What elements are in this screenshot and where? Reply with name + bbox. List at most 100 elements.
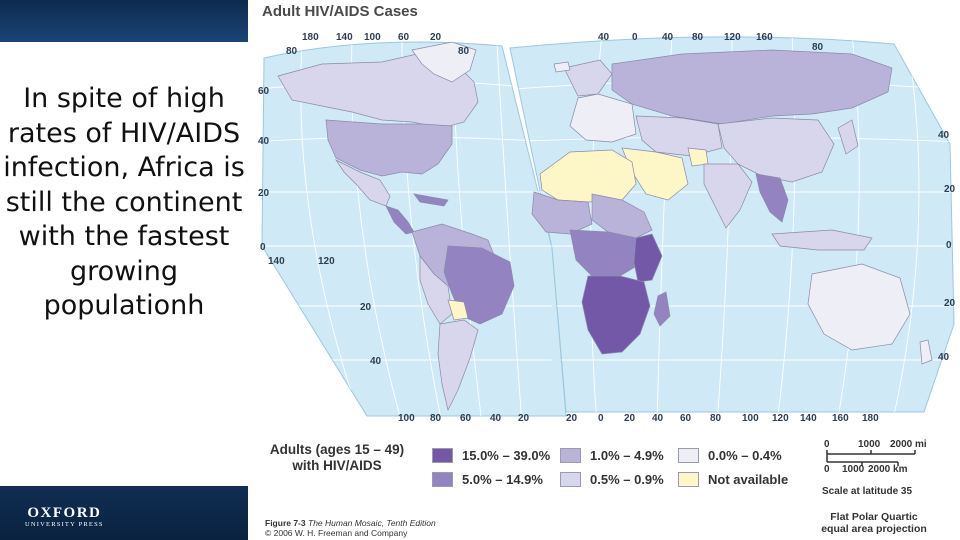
tick-label: 140 bbox=[800, 413, 817, 424]
legend-item: 0.5% – 0.9% bbox=[560, 472, 664, 487]
bolivia bbox=[447, 299, 469, 321]
tick-label: 80 bbox=[812, 42, 824, 53]
argentina-chile bbox=[437, 319, 479, 412]
bottom-banner bbox=[0, 486, 248, 540]
tick-label: 20 bbox=[944, 298, 956, 309]
tick-label: 20 bbox=[360, 302, 372, 313]
tick-label: 100 bbox=[742, 413, 759, 424]
tick-label: 20 bbox=[430, 32, 442, 43]
tick-label: 40 bbox=[258, 136, 270, 147]
scale-bar-graphic bbox=[826, 450, 916, 466]
world-map: 180 140 100 60 20 40 0 40 80 120 160 100… bbox=[258, 32, 956, 424]
tick-label: 120 bbox=[724, 32, 741, 43]
europe bbox=[569, 93, 637, 143]
legend-item: 15.0% – 39.0% bbox=[432, 448, 550, 463]
tick-label: 60 bbox=[398, 32, 410, 43]
tick-label: 140 bbox=[268, 256, 285, 267]
legend-swatch bbox=[678, 448, 699, 463]
japan-korea bbox=[837, 119, 859, 155]
tick-label: 40 bbox=[938, 352, 950, 363]
usa bbox=[325, 119, 453, 177]
bottom-axis-labels: 100 80 60 40 20 20 0 20 40 60 80 100 120… bbox=[398, 413, 879, 424]
legend-item: Not available bbox=[678, 472, 788, 487]
tick-label: 40 bbox=[652, 413, 664, 424]
tick-label: 40 bbox=[370, 356, 382, 367]
tick-label: 40 bbox=[490, 413, 502, 424]
tick-label: 180 bbox=[302, 32, 319, 43]
tick-label: 100 bbox=[398, 413, 415, 424]
eastern-landmasses bbox=[531, 49, 933, 365]
iceland bbox=[553, 61, 571, 73]
legend-item: 0.0% – 0.4% bbox=[678, 448, 782, 463]
greenland bbox=[411, 41, 477, 83]
scale-note: Scale at latitude 35 bbox=[822, 486, 913, 497]
oxford-logo: OXFORD UNIVERSITY PRESS bbox=[25, 505, 104, 528]
scale-mi-end: 2000 mi bbox=[890, 439, 927, 450]
legend-label: 1.0% – 4.9% bbox=[590, 448, 664, 463]
tick-label: 100 bbox=[364, 32, 381, 43]
tick-label: 0 bbox=[632, 32, 638, 43]
sudan-horn bbox=[591, 193, 653, 239]
scale-km-end: 2000 km bbox=[868, 464, 908, 475]
tick-label: 80 bbox=[692, 32, 704, 43]
legend-swatch bbox=[678, 472, 699, 487]
left-axis-labels: 80 60 40 20 0 140 120 bbox=[258, 46, 335, 267]
projection-label: Flat Polar Quartic equal area projection bbox=[821, 511, 927, 535]
tick-label: 160 bbox=[756, 32, 773, 43]
tick-label: 60 bbox=[460, 413, 472, 424]
legend-item: 1.0% – 4.9% bbox=[560, 448, 664, 463]
southeast-asia bbox=[755, 173, 789, 223]
india bbox=[703, 163, 753, 229]
map-scale: 0 1000 2000 mi 0 1000 2000 km Scale at l… bbox=[822, 439, 932, 497]
tick-label: 20 bbox=[518, 413, 530, 424]
scandinavia bbox=[563, 59, 613, 97]
tick-label: 80 bbox=[710, 413, 722, 424]
tick-label: 40 bbox=[938, 130, 950, 141]
tick-label: 40 bbox=[598, 32, 610, 43]
australia bbox=[807, 263, 911, 351]
scale-mi-zero: 0 bbox=[824, 439, 830, 450]
map-title: Adult HIV/AIDS Cases bbox=[262, 3, 418, 20]
central-asia bbox=[635, 115, 723, 157]
china bbox=[717, 117, 835, 183]
legend-label: 0.0% – 0.4% bbox=[708, 448, 782, 463]
inner-axis-labels: 20 40 80 80 bbox=[360, 42, 824, 367]
tick-label: 60 bbox=[258, 86, 270, 97]
tick-label: 20 bbox=[624, 413, 636, 424]
slide-body-text: In spite of high rates of HIV/AIDS infec… bbox=[3, 83, 245, 321]
tick-label: 160 bbox=[832, 413, 849, 424]
madagascar bbox=[653, 291, 671, 327]
tick-label: 80 bbox=[430, 413, 442, 424]
legend-item: 5.0% – 14.9% bbox=[432, 472, 543, 487]
central-africa bbox=[569, 229, 641, 277]
russia-north-asia bbox=[611, 49, 893, 125]
tick-label: 60 bbox=[680, 413, 692, 424]
western-landmasses bbox=[277, 41, 515, 412]
legend-label: Not available bbox=[708, 472, 789, 487]
tick-label: 0 bbox=[598, 413, 604, 424]
tick-label: 120 bbox=[772, 413, 789, 424]
right-axis-labels: 40 20 0 20 40 bbox=[938, 130, 956, 363]
southern-africa bbox=[581, 275, 651, 355]
legend-swatch bbox=[432, 472, 453, 487]
tick-label: 40 bbox=[662, 32, 674, 43]
tick-label: 80 bbox=[286, 46, 298, 57]
legend-swatch bbox=[560, 448, 581, 463]
caribbean bbox=[413, 193, 449, 207]
scale-km-mid: 1000 bbox=[842, 464, 865, 475]
tick-label: 80 bbox=[458, 46, 470, 57]
tick-label: 140 bbox=[336, 32, 353, 43]
top-banner bbox=[0, 0, 248, 42]
tick-label: 20 bbox=[566, 413, 578, 424]
north-africa bbox=[539, 149, 637, 203]
tick-label: 0 bbox=[260, 242, 266, 253]
west-africa bbox=[531, 191, 593, 235]
legend-label: 5.0% – 14.9% bbox=[462, 472, 543, 487]
legend-swatch bbox=[432, 448, 453, 463]
tick-label: 20 bbox=[258, 188, 270, 199]
scale-mi-mid: 1000 bbox=[858, 439, 881, 450]
legend-label: 0.5% – 0.9% bbox=[590, 472, 664, 487]
tick-label: 120 bbox=[318, 256, 335, 267]
legend-swatch bbox=[560, 472, 581, 487]
alaska-canada bbox=[277, 53, 479, 129]
